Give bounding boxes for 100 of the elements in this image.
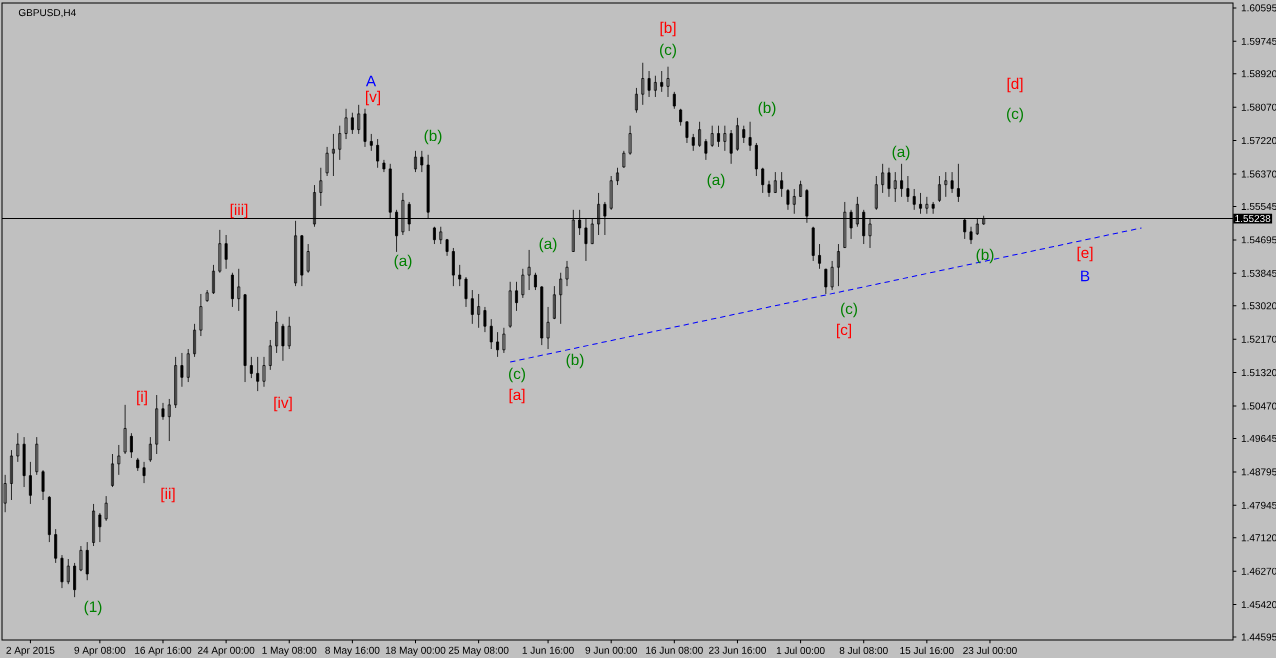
candlestick: [331, 133, 335, 177]
x-tick-label: 8 May 16:00: [325, 646, 380, 656]
candlestick: [710, 125, 714, 148]
candlestick: [319, 167, 323, 207]
candlestick: [773, 171, 777, 194]
annotation: B: [1081, 270, 1090, 282]
candlestick: [219, 229, 221, 274]
candlestick: [54, 528, 58, 564]
candlestick: [560, 272, 562, 325]
annotation: (a): [539, 237, 557, 253]
y-tick-label: 1.45420: [1241, 601, 1276, 609]
x-tick-label: 24 Apr 00:00: [197, 646, 255, 656]
candlestick: [881, 163, 885, 194]
candlestick: [874, 175, 878, 211]
candlestick: [900, 163, 904, 198]
ref-line-label: 1.55238: [1235, 215, 1271, 223]
candlestick: [945, 171, 947, 198]
candlestick: [477, 293, 481, 329]
x-tick-label: 2 Apr 2015: [6, 646, 55, 656]
candlestick: [811, 226, 815, 262]
candlestick: [786, 188, 790, 211]
y-tick-label: 1.47945: [1241, 501, 1276, 509]
candlestick: [552, 285, 556, 320]
candlestick: [445, 238, 449, 257]
annotation: [e]: [1077, 246, 1093, 262]
candlestick: [540, 285, 544, 346]
x-tick-label: 23 Jun 16:00: [709, 646, 766, 654]
candlestick: [123, 404, 127, 455]
y-tick-label: 1.56370: [1241, 170, 1276, 178]
candlestick: [174, 356, 178, 409]
candlestick: [281, 323, 285, 362]
candlestick: [440, 226, 442, 245]
annotation: (a): [892, 145, 910, 161]
candlestick: [300, 234, 304, 287]
candlestick: [67, 558, 69, 585]
candlestick: [906, 175, 910, 203]
annotation: (b): [424, 129, 442, 145]
y-tick-label: 1.58070: [1241, 103, 1276, 111]
x-tick-label: 18 May 00:00: [385, 646, 446, 656]
candlestick: [528, 249, 530, 291]
candlestick: [105, 495, 107, 522]
y-tick-label: 1.57220: [1241, 137, 1276, 145]
candlestick: [212, 264, 215, 295]
candlestick: [376, 138, 380, 169]
annotation: [d]: [1007, 77, 1023, 93]
text: GBPUSD,H4: [18, 9, 76, 18]
candlestick: [80, 545, 82, 572]
candlestick: [276, 310, 278, 354]
candlestick: [28, 461, 32, 505]
x-tick-label: 1 May 08:00: [262, 646, 317, 656]
candlestick: [780, 171, 784, 198]
annotation: (b): [566, 353, 584, 369]
candlestick: [754, 142, 758, 177]
candlestick: [647, 70, 651, 98]
candlestick: [515, 281, 518, 312]
annotation: (c): [509, 367, 526, 383]
candlestick: [41, 469, 45, 501]
annotation: (1): [84, 600, 102, 616]
candlestick: [338, 125, 342, 161]
candlestick: [698, 121, 702, 148]
annotation: (c): [1007, 107, 1024, 123]
candlestick: [748, 121, 752, 152]
candlestick: [129, 432, 133, 459]
candlestick: [36, 436, 38, 476]
y-tick-label: 1.48795: [1241, 468, 1276, 476]
y-tick-label: 1.59745: [1241, 37, 1276, 45]
y-tick-label: 1.50470: [1241, 402, 1276, 410]
candlestick: [660, 70, 664, 93]
candlestick: [249, 356, 253, 379]
candlestick: [161, 402, 165, 421]
candlestick: [149, 436, 151, 463]
candlestick: [98, 512, 102, 543]
candlestick: [666, 66, 670, 98]
candlestick: [956, 163, 960, 203]
candlestick: [641, 62, 645, 106]
candlestick: [679, 108, 683, 127]
candlestick: [294, 220, 298, 287]
candlestick: [610, 175, 612, 211]
candlestick: [926, 196, 928, 215]
annotation: [b]: [660, 21, 676, 37]
y-tick-label: 1.52170: [1241, 335, 1276, 343]
x-tick-label: 15 Jul 16:00: [900, 646, 954, 655]
candlestick: [168, 398, 170, 442]
annotation: A: [365, 75, 377, 87]
candlestick: [193, 323, 197, 358]
y-tick-label: 1.53845: [1241, 269, 1276, 277]
candlestick: [704, 138, 708, 161]
candlestick: [831, 260, 833, 291]
annotation: [iv]: [274, 396, 292, 412]
candlestick: [717, 125, 720, 148]
candlestick: [824, 268, 828, 295]
candlestick: [199, 293, 203, 337]
candlestick: [729, 129, 733, 165]
x-tick-label: 23 Jul 00:00: [963, 646, 1017, 655]
candlestick: [672, 91, 676, 110]
candlestick: [742, 125, 746, 144]
x-tick-label: 9 Apr 08:00: [74, 646, 126, 656]
y-tick-label: 1.44595: [1241, 633, 1276, 641]
y-tick-label: 1.58920: [1241, 70, 1276, 78]
candlestick: [10, 449, 13, 501]
